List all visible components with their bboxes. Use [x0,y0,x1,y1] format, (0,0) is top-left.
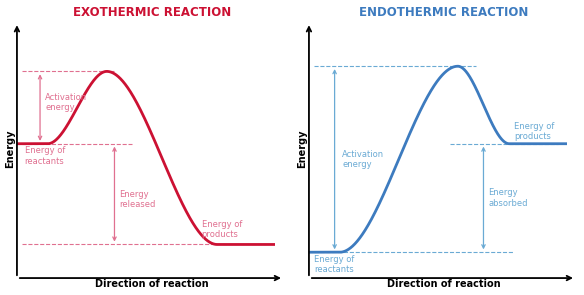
Text: Energy of
reactants: Energy of reactants [25,146,65,166]
Y-axis label: Energy: Energy [298,130,308,168]
Text: Energy of
products: Energy of products [201,220,242,239]
Title: EXOTHERMIC REACTION: EXOTHERMIC REACTION [72,6,231,19]
Text: Energy of
reactants: Energy of reactants [314,255,354,274]
Text: Energy
released: Energy released [120,190,156,209]
Y-axis label: Energy: Energy [6,130,16,168]
Text: Energy
absorbed: Energy absorbed [489,188,528,208]
X-axis label: Direction of reaction: Direction of reaction [95,279,208,289]
Text: Activation
energy: Activation energy [45,93,87,112]
Text: Activation
energy: Activation energy [342,150,384,169]
X-axis label: Direction of reaction: Direction of reaction [387,279,500,289]
Title: ENDOTHERMIC REACTION: ENDOTHERMIC REACTION [359,6,529,19]
Text: Energy of
products: Energy of products [515,122,555,141]
